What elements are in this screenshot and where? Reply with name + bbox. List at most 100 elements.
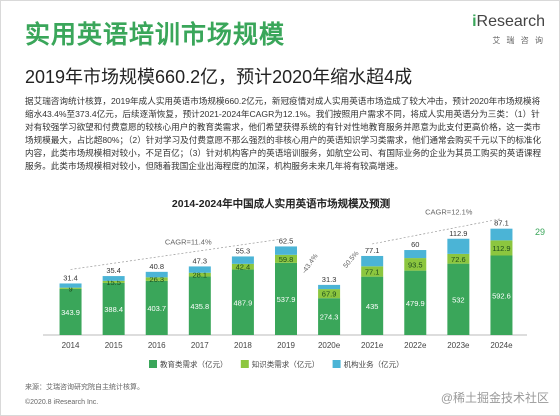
x-tick-label-2022e: 2022e (404, 341, 427, 350)
data-label-1-2022e: 479.9 (406, 299, 425, 308)
data-label-1-2023e: 532 (452, 295, 465, 304)
data-label-3-2021e: 77.1 (365, 246, 380, 255)
page-title: 实用英语培训市场规模 (25, 21, 286, 49)
data-label-2-2020e: 67.9 (322, 290, 337, 299)
data-label-3-2018: 55.3 (236, 246, 251, 255)
bar-3-2015 (102, 276, 125, 281)
annotation-rebound: 50.5% (342, 250, 360, 270)
bar-1-2022e (404, 270, 427, 335)
data-label-1-2017: 435.8 (190, 302, 209, 311)
data-label-1-2021e: 435 (366, 302, 379, 311)
data-label-2-2015: 15.5 (106, 278, 121, 287)
bar-3-2017 (188, 266, 211, 273)
cagr-line-1 (70, 238, 287, 270)
x-tick-label-2015: 2015 (105, 341, 123, 350)
bar-1-2023e (447, 263, 470, 335)
annotation-cagr-2: CAGR=12.1% (425, 209, 473, 217)
x-tick-label-2017: 2017 (191, 341, 209, 350)
data-label-1-2014: 343.9 (61, 308, 80, 317)
bar-1-2024e (490, 255, 513, 335)
bar-2-2015 (102, 280, 125, 283)
page-subtitle: 2019年市场规模660.2亿，预计2020年缩水超4成 (25, 67, 413, 87)
bar-2-2023e (447, 253, 470, 264)
bar-2-2018 (231, 263, 254, 270)
bar-1-2016 (145, 280, 168, 335)
bar-3-2023e (447, 238, 470, 254)
x-tick-label-2023e: 2023e (447, 341, 470, 350)
data-label-3-2017: 47.3 (193, 256, 208, 265)
annotation-cagr-1: CAGR=11.4% (165, 237, 212, 246)
annotation-drop: -43.4% (301, 253, 319, 275)
bar-1-2017 (188, 276, 211, 335)
source-note: 来源：艾瑞咨询研究院自主统计核算。 (25, 384, 144, 391)
legend-label-2: 知识类需求（亿元） (252, 359, 319, 369)
iresearch-logo: iResearch 艾 瑞 咨 询 (445, 11, 545, 51)
data-label-2-2022e: 93.5 (408, 260, 423, 269)
bar-2-2014 (59, 287, 82, 289)
data-label-2-2014: 9 (68, 284, 72, 293)
data-label-2-2023e: 72.6 (451, 255, 466, 264)
data-label-2-2019: 59.8 (279, 255, 294, 264)
x-tick-label-2016: 2016 (148, 341, 166, 350)
page-number: 29 (534, 227, 545, 237)
stacked-bar-chart: 343.9 9 31.4 2014 388.4 15.5 35.4 2015 403.7 26.3… (43, 209, 527, 369)
data-label-3-2016: 40.8 (149, 262, 164, 271)
x-tick-label-2021e: 2021e (361, 341, 384, 350)
bar-2-2021e (361, 266, 384, 277)
data-label-3-2024e: 87.1 (494, 219, 509, 228)
bar-3-2022e (404, 250, 427, 259)
data-label-2-2018: 42.4 (236, 263, 251, 272)
data-label-3-2014: 31.4 (63, 273, 78, 282)
legend-swatch-2 (240, 360, 249, 368)
bar-1-2015 (102, 282, 125, 335)
x-tick-label-2024e: 2024e (490, 341, 513, 350)
data-label-2-2021e: 77.1 (365, 267, 380, 276)
bar-2-2017 (188, 272, 211, 277)
bar-3-2021e (361, 255, 384, 267)
bar-1-2020e (318, 298, 341, 335)
data-label-3-2015: 35.4 (106, 266, 121, 275)
data-label-1-2015: 388.4 (104, 305, 123, 314)
data-label-2-2024e: 112.9 (492, 244, 510, 253)
watermark: @稀土掘金技术社区 (440, 391, 549, 405)
data-label-1-2024e: 592.6 (492, 291, 511, 300)
bar-1-2014 (59, 288, 82, 335)
data-label-3-2023e: 112.9 (449, 229, 467, 238)
x-tick-label-2014: 2014 (62, 341, 80, 350)
x-tick-label-2018: 2018 (234, 341, 252, 350)
bar-2-2020e (318, 289, 341, 299)
bar-1-2019 (275, 262, 297, 335)
logo-i: i (472, 13, 477, 30)
data-label-1-2018: 487.9 (234, 298, 253, 307)
body-paragraph: 据艾瑞咨询统计核算，2019年成人实用英语市场规模660.2亿元，新冠疫情对成人… (25, 96, 542, 171)
bar-3-2024e (490, 228, 513, 241)
bar-3-2016 (145, 271, 168, 278)
bar-2-2016 (145, 277, 168, 281)
copyright: ©2020.8 iResearch Inc. (25, 399, 99, 406)
data-label-1-2020e: 274.3 (320, 313, 339, 322)
data-label-3-2022e: 60 (411, 240, 419, 249)
legend-label-3: 机构业务（亿元） (344, 359, 404, 369)
legend-swatch-3 (332, 360, 341, 368)
data-label-3-2019: 62.5 (279, 236, 294, 245)
x-tick-label-2020e: 2020e (318, 341, 341, 350)
data-label-1-2016: 403.7 (147, 304, 166, 313)
logo-text: Research (476, 13, 545, 30)
bar-2-2019 (275, 254, 297, 263)
data-label-2-2017: 28.1 (193, 271, 208, 280)
chart-title: 2014-2024年中国成人实用英语市场规模及预测 (171, 198, 391, 210)
bar-2-2022e (404, 258, 427, 271)
data-label-2-2016: 26.3 (149, 275, 164, 284)
bar-3-2019 (275, 246, 297, 255)
legend-swatch-1 (149, 360, 157, 368)
data-label-1-2019: 537.9 (277, 295, 296, 304)
bar-1-2018 (231, 269, 254, 335)
bar-3-2014 (59, 283, 82, 288)
cagr-line-2 (372, 218, 502, 245)
bar-1-2021e (361, 276, 384, 335)
bar-3-2020e (318, 284, 341, 290)
bar-3-2018 (231, 256, 254, 264)
x-tick-label-2019: 2019 (277, 341, 295, 350)
legend-label-1: 教育类需求（亿元） (160, 359, 228, 369)
